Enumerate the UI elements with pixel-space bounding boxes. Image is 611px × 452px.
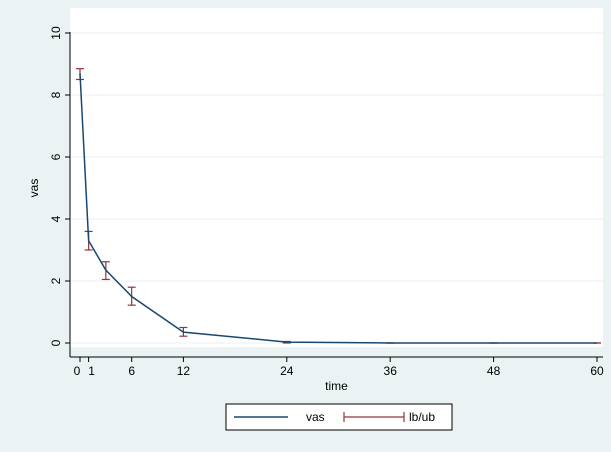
x-tick-label: 12 (177, 364, 191, 378)
y-tick-label: 4 (49, 215, 63, 222)
plot-area (70, 8, 603, 347)
x-tick-label: 60 (590, 364, 604, 378)
x-tick-label: 24 (280, 364, 294, 378)
series-line-vas (79, 73, 597, 344)
legend: vas lb/ub (225, 403, 453, 431)
x-tick-label: 0 (74, 364, 81, 378)
legend-label-vas: vas (306, 410, 325, 424)
y-tick-label: 0 (49, 339, 63, 346)
y-tick-label: 10 (49, 26, 63, 40)
grid (70, 32, 603, 344)
y-tick-label: 2 (49, 277, 63, 284)
legend-label-lbub: lb/ub (409, 410, 435, 424)
x-tick-label: 1 (88, 364, 95, 378)
y-axis-label: vas (27, 179, 41, 198)
y-tick-label: 8 (49, 91, 63, 98)
x-tick-label: 6 (128, 364, 135, 378)
series (76, 68, 601, 344)
x-axis-label: time (325, 379, 348, 393)
y-tick-label: 6 (49, 153, 63, 160)
x-tick-label: 48 (487, 364, 501, 378)
x-tick-label: 36 (384, 364, 398, 378)
